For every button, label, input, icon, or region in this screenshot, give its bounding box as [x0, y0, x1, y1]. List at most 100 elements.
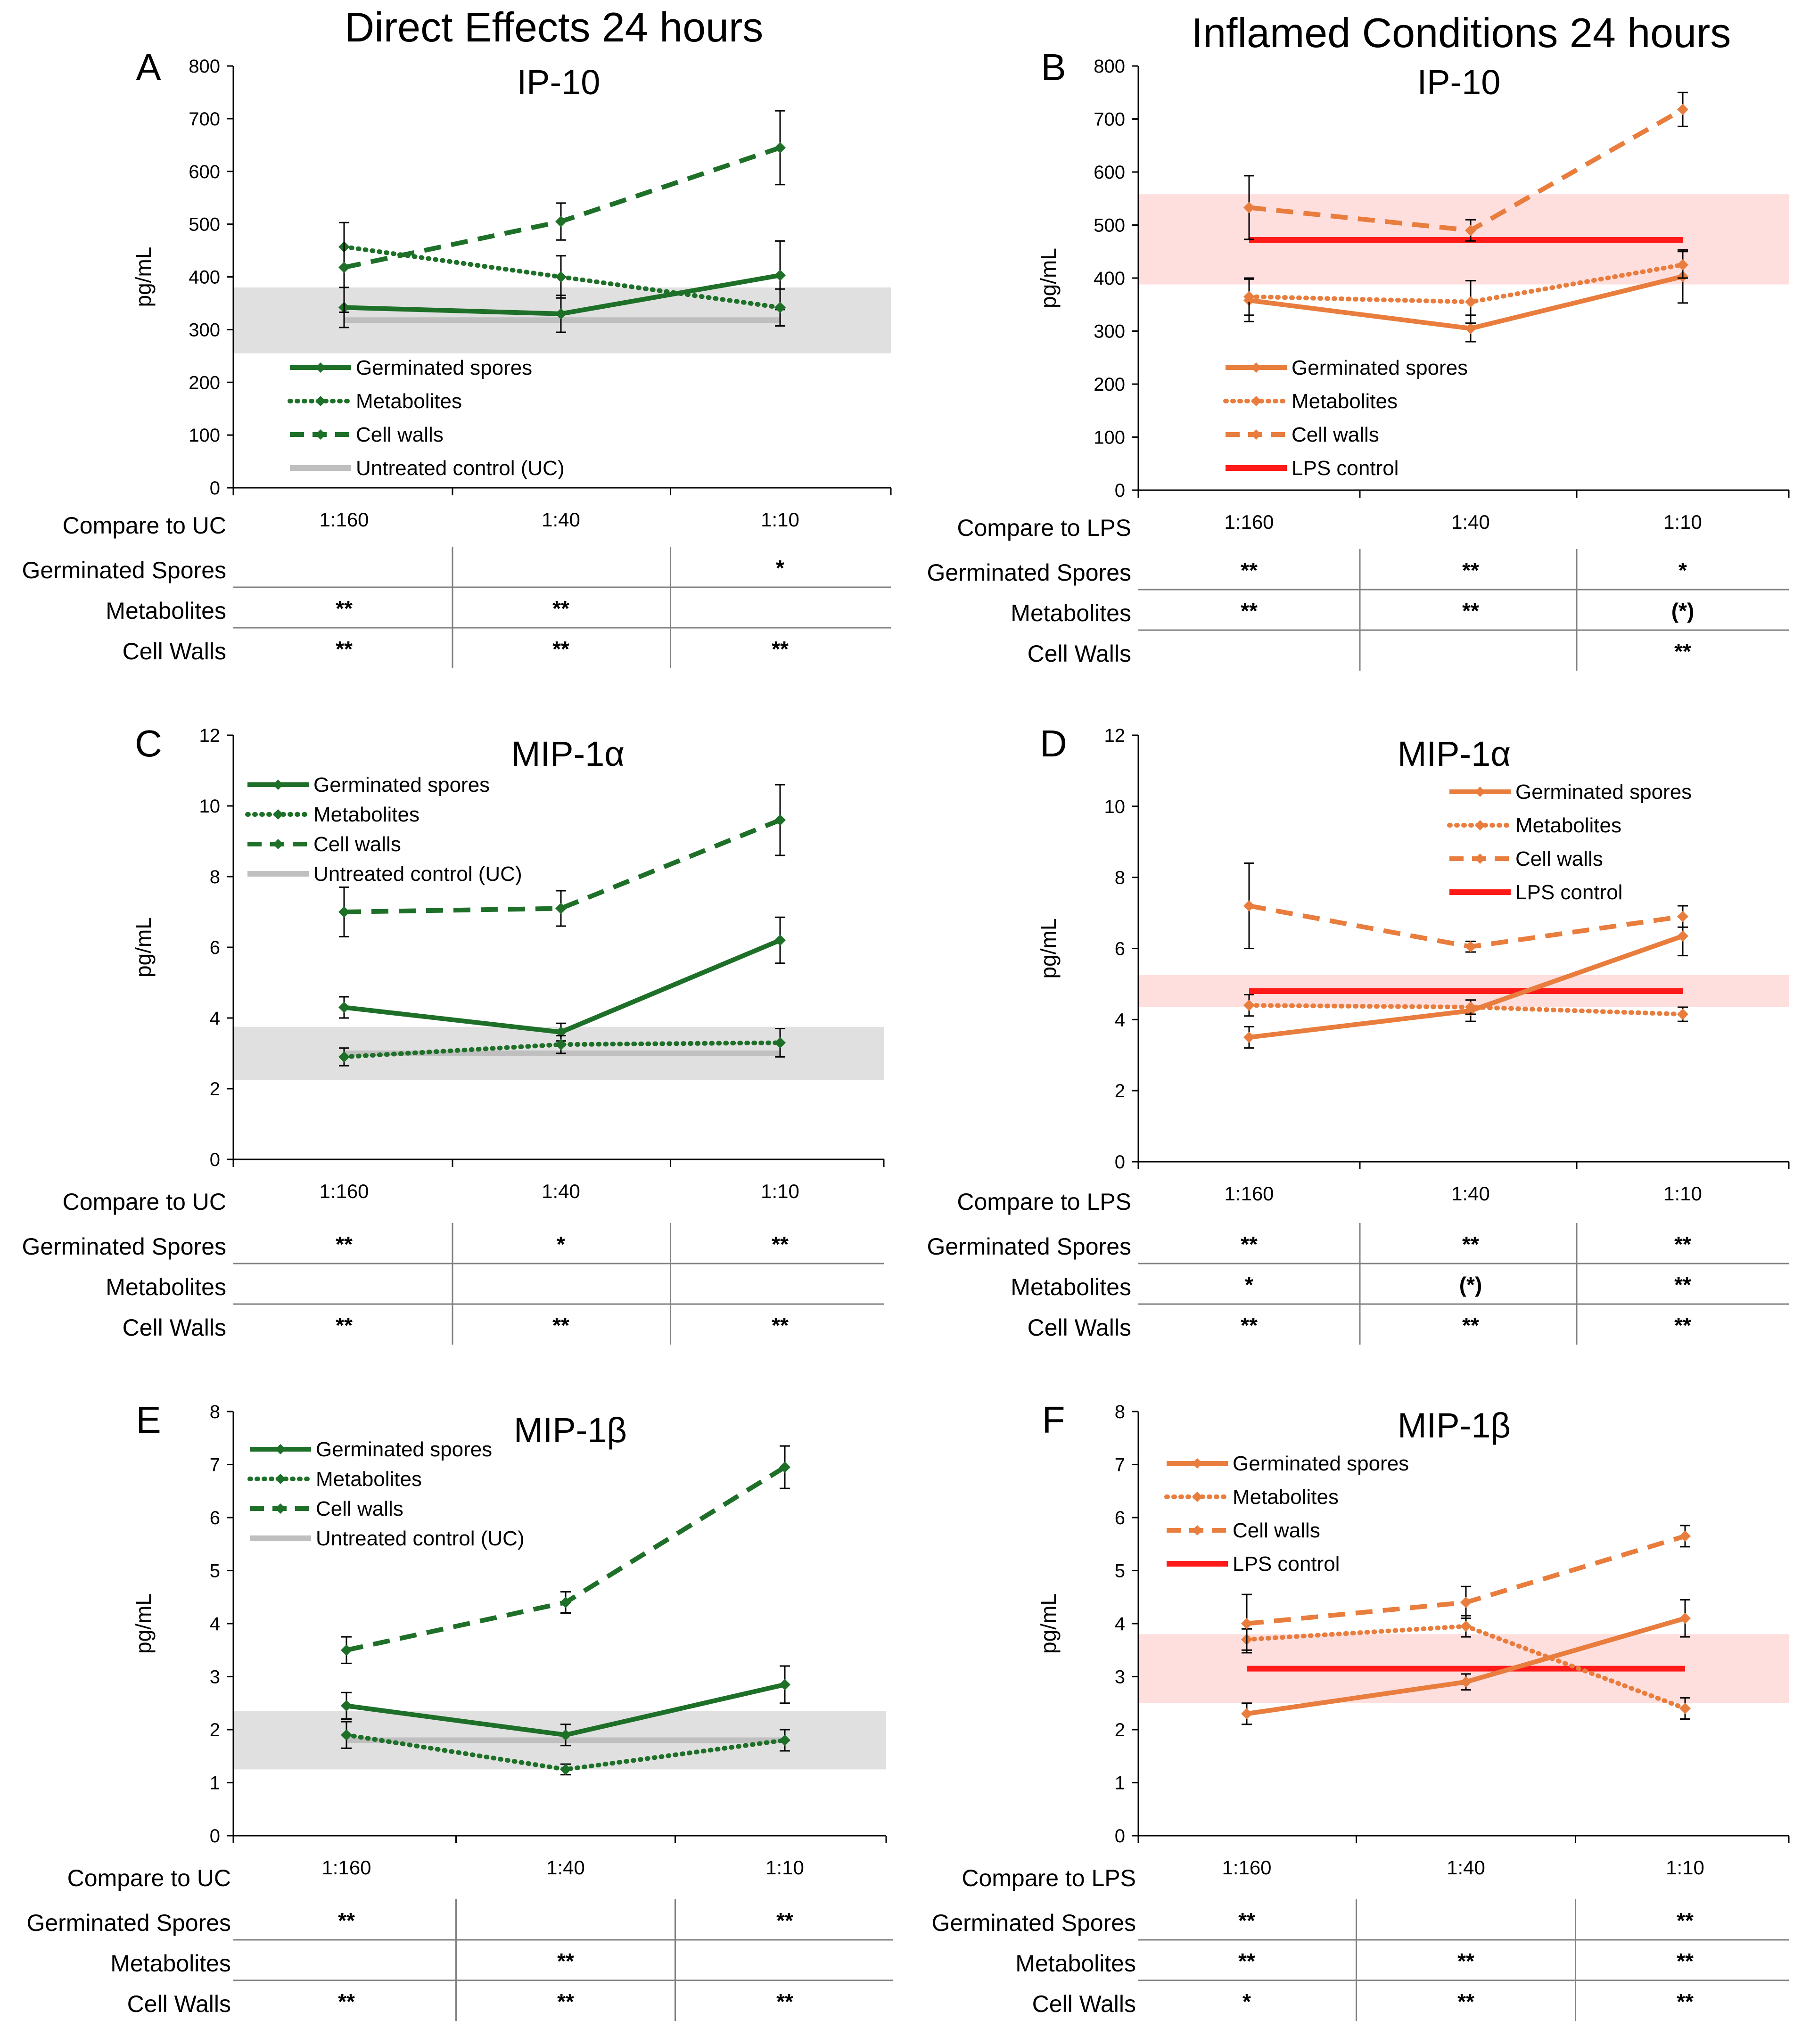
table-cell: **	[1462, 558, 1479, 583]
legend-marker	[315, 429, 326, 440]
legend-marker	[1192, 1525, 1202, 1535]
legend-label: Cell walls	[356, 423, 444, 446]
legend: Germinated spores Metabolites Cell walls LP…	[1164, 1452, 1409, 1576]
significance-table: Compare to LPS Germinated Spores ** ** ** Met…	[927, 1189, 1789, 1345]
y-axis-label: pg/mL	[131, 917, 156, 977]
table-cell: **	[1677, 1949, 1694, 1973]
table-cell: **	[557, 1989, 574, 2014]
data-point	[560, 1597, 571, 1608]
y-tick-label: 200	[1094, 374, 1125, 395]
table-row-label: Germinated Spores	[22, 1233, 226, 1260]
legend-label: Metabolites	[313, 803, 420, 826]
x-tick-label: 1:160	[1224, 511, 1274, 533]
y-tick-label: 0	[210, 478, 220, 499]
legend-marker	[273, 780, 283, 790]
x-tick-label: 1:40	[546, 1856, 585, 1879]
legend: Germinated spores Metabolites Cell walls Un…	[247, 1438, 525, 1550]
legend-label: Cell walls	[1233, 1519, 1320, 1542]
panel-letter: B	[1041, 46, 1066, 88]
table-cell: **	[1241, 599, 1258, 623]
x-tick-label: 1:40	[542, 1180, 580, 1202]
x-tick-label: 1:40	[1451, 1182, 1490, 1205]
y-tick-label: 5	[1115, 1561, 1125, 1582]
legend-label: Germinated spores	[316, 1438, 492, 1461]
table-title: Compare to LPS	[957, 515, 1131, 541]
data-point	[1243, 291, 1255, 303]
table-row-label: Metabolites	[106, 1274, 226, 1300]
legend-label: Untreated control (UC)	[316, 1527, 525, 1550]
panel-letter: F	[1042, 1399, 1065, 1441]
data-point	[1465, 1001, 1476, 1013]
significance-table: Compare to UC Germinated Spores ** ** Metabo…	[26, 1865, 893, 2021]
legend-label: LPS control	[1233, 1552, 1340, 1576]
y-axis-label: pg/mL	[131, 247, 156, 307]
legend-label: Germinated spores	[313, 773, 490, 796]
panel-d: D MIP-1α 0 2 4 6 8 10 12 1:160 1:40 1:10 pg/mL Germin…	[927, 722, 1790, 1345]
table-row-label: Metabolites	[110, 1950, 231, 1977]
data-point	[1460, 1676, 1472, 1688]
table-cell: **	[772, 1232, 789, 1256]
series-cell-walls	[341, 1445, 790, 1664]
panel-letter: A	[136, 46, 161, 88]
y-tick-label: 3	[1115, 1667, 1125, 1688]
table-row-label: Germinated Spores	[927, 559, 1131, 586]
y-tick-label: 2	[210, 1720, 220, 1740]
y-tick-label: 2	[210, 1079, 220, 1100]
x-tick-label: 1:160	[319, 509, 369, 531]
series-line	[344, 938, 781, 1034]
table-row-label: Metabolites	[1015, 1950, 1136, 1977]
data-point	[555, 308, 567, 320]
y-tick-label: 200	[189, 372, 220, 393]
legend-label: Cell walls	[1292, 423, 1379, 446]
y-tick-label: 8	[210, 867, 220, 887]
table-cell: **	[1457, 1949, 1474, 1973]
table-cell: **	[1677, 1908, 1694, 1933]
y-tick-label: 2	[1115, 1081, 1125, 1101]
y-tick-label: 0	[210, 1149, 220, 1170]
table-row-label: Cell Walls	[123, 638, 226, 665]
legend-marker	[1192, 1492, 1202, 1502]
y-tick-label: 8	[210, 1402, 220, 1422]
y-tick-label: 500	[1094, 215, 1125, 236]
left-column-title: Direct Effects 24 hours	[345, 4, 764, 50]
data-point	[774, 270, 786, 281]
series-line	[343, 145, 781, 270]
table-cell: *	[1242, 1989, 1251, 2014]
table-row-label: Germinated Spores	[26, 1910, 231, 1936]
legend-marker	[1192, 1458, 1202, 1469]
series-metabolites	[341, 1721, 790, 1776]
series-cell-walls	[1243, 862, 1688, 953]
y-tick-label: 6	[1115, 939, 1125, 960]
chart-title: MIP-1β	[1398, 1406, 1511, 1445]
y-tick-label: 1	[210, 1773, 220, 1794]
table-cell: **	[552, 596, 569, 621]
data-point	[555, 1039, 567, 1051]
table-cell: (*)	[1459, 1272, 1482, 1297]
y-tick-label: 0	[1115, 480, 1125, 501]
table-cell: **	[1462, 599, 1479, 623]
y-tick-label: 700	[1094, 109, 1125, 130]
table-title: Compare to UC	[63, 512, 226, 539]
y-tick-label: 400	[1094, 268, 1125, 289]
data-point	[1679, 1703, 1691, 1714]
legend-label: Metabolites	[1233, 1486, 1339, 1509]
y-tick-label: 4	[210, 1614, 220, 1634]
table-title: Compare to LPS	[957, 1189, 1131, 1215]
x-tick-label: 1:40	[1447, 1856, 1485, 1879]
data-point	[1241, 1618, 1252, 1629]
panel-letter: D	[1040, 722, 1067, 764]
table-cell: **	[776, 1908, 793, 1933]
legend-label: LPS control	[1292, 457, 1399, 480]
panel-f: F MIP-1β 0 1 2 3 4 5 6 7 8 1:160 1:40 1:10 pg/mL Germin…	[931, 1399, 1790, 2021]
x-tick-label: 1:10	[761, 1180, 799, 1202]
y-tick-label: 800	[189, 56, 220, 77]
legend-label: Germinated spores	[356, 356, 532, 379]
y-axis-label: pg/mL	[1036, 919, 1061, 979]
legend-marker	[275, 1444, 286, 1454]
legend-label: Germinated spores	[1515, 780, 1692, 804]
x-tick-label: 1:160	[1222, 1856, 1271, 1879]
data-point	[1677, 930, 1688, 942]
y-tick-label: 700	[189, 109, 220, 130]
legend: Germinated spores Metabolites Cell walls LP…	[1223, 356, 1468, 480]
